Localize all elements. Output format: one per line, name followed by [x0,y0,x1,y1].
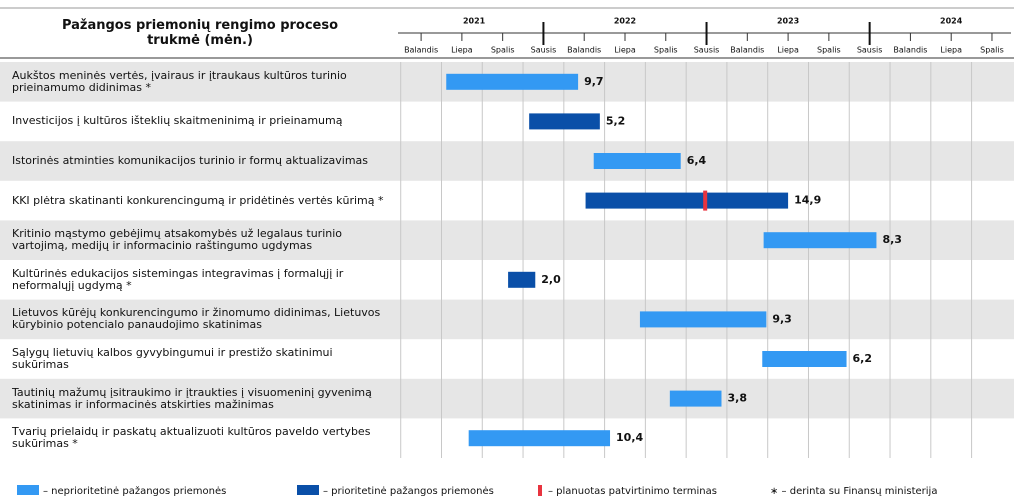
category-label: Lietuvos kūrėjų konkurencingumo ir žinom… [12,306,381,332]
legend-swatch [538,485,542,496]
value-label: 9,3 [772,312,792,325]
row-band [0,299,1014,340]
year-label: 2023 [777,17,799,26]
x-tick-label: Balandis [730,46,764,55]
bar [508,271,536,288]
legend-swatch [17,485,39,495]
x-tick-label: Spalis [654,46,678,55]
value-label: 6,2 [853,352,873,365]
bar [468,430,611,447]
bar [593,153,681,169]
bar [639,311,767,328]
x-tick-label: Liepa [940,46,962,55]
x-tick-label: Balandis [893,46,927,55]
category-label: Kultūrinės edukacijos sistemingas integr… [12,266,344,292]
x-tick-label: Liepa [451,46,473,55]
value-label: 6,4 [687,154,707,167]
x-tick-label: Sausis [531,46,557,55]
category-label: Kritinio mąstymo gebėjimų atsakomybės už… [12,227,343,253]
category-label: Aukštos meninės vertės, įvairaus ir įtra… [12,68,347,94]
x-tick-label: Spalis [980,46,1004,55]
value-label: 9,7 [584,75,604,88]
x-tick-label: Sausis [857,46,883,55]
x-tick-label: Balandis [404,46,438,55]
bar [585,192,789,209]
year-label: 2024 [940,17,963,26]
x-tick-label: Liepa [777,46,799,55]
bar [763,232,877,249]
row-band [0,378,1014,419]
value-label: 8,3 [882,233,902,246]
x-tick-label: Sausis [694,46,720,55]
value-label: 14,9 [794,194,821,207]
category-label: Investicijos į kultūros išteklių skaitme… [12,114,343,128]
legend-label: – planuotas patvirtinimo terminas [548,486,717,497]
x-tick-label: Liepa [614,46,636,55]
legend-label: – prioritetinė pažangos priemonės [323,485,494,497]
category-label: Istorinės atminties komunikacijos turini… [12,153,369,167]
year-label: 2022 [614,17,636,26]
value-label: 10,4 [616,431,643,444]
value-label: 2,0 [541,273,561,286]
legend-label: – neprioritetinė pažangos priemonės [43,485,226,497]
bar [529,113,600,130]
legend-swatch [297,485,319,495]
x-tick-label: Spalis [817,46,841,55]
category-label: Sąlygų lietuvių kalbos gyvybingumui ir p… [12,345,333,371]
x-tick-label: Spalis [491,46,515,55]
value-label: 3,8 [727,392,747,405]
milestone [703,190,708,211]
row-band [0,141,1014,181]
bar [446,73,579,90]
value-label: 5,2 [606,114,626,127]
bar [669,390,722,407]
category-label: Tautinių mažumų įsitraukimo ir įtrauktie… [12,385,372,411]
category-label: Tvarių prielaidų ir paskatų aktualizuoti… [12,425,371,451]
chart-title: Pažangos priemonių rengimo proceso trukm… [61,18,339,48]
year-label: 2021 [463,17,486,26]
x-tick-label: Balandis [567,46,601,55]
bar [762,351,847,367]
category-label: KKI plėtra skatinanti konkurencingumą ir… [12,193,384,207]
legend-label: ∗ – derinta su Finansų ministerija [770,486,937,497]
